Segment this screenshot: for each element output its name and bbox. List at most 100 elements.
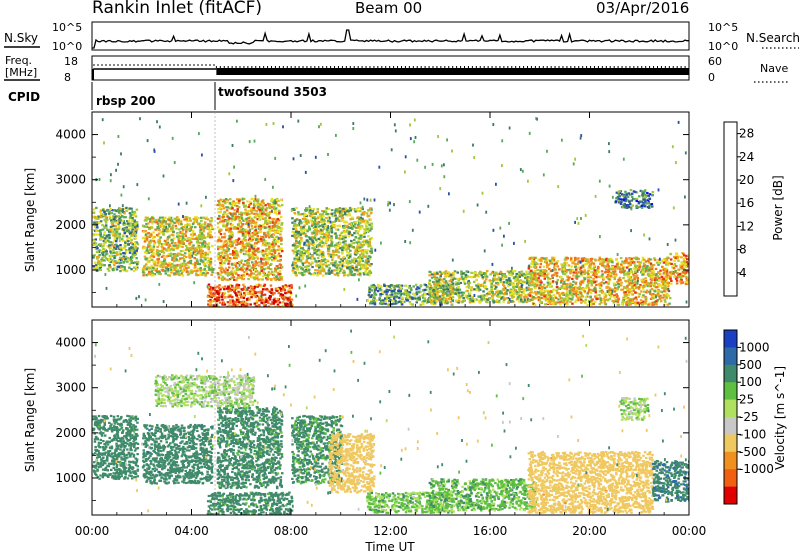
power-echo-cell xyxy=(121,227,125,230)
power-echo-cell xyxy=(165,230,168,233)
power-echo-cell xyxy=(191,237,194,240)
power-echo-cell xyxy=(148,218,152,221)
power-echo-cell xyxy=(215,290,219,293)
power-echo-cell xyxy=(245,222,248,226)
power-echo-cell xyxy=(343,211,347,214)
power-echo-cell xyxy=(116,235,119,238)
power-echo-cell xyxy=(445,287,448,290)
power-echo-cell xyxy=(162,263,165,266)
power-echo-cell xyxy=(130,241,133,244)
power-echo-cell xyxy=(306,239,310,242)
power-echo-cell xyxy=(131,261,135,265)
power-echo-cell xyxy=(223,271,227,274)
power-echo-cell xyxy=(433,292,436,295)
power-echo-cell xyxy=(325,207,328,210)
power-echo-cell xyxy=(343,221,346,224)
power-echo-cell xyxy=(147,227,151,231)
power-echo-cell xyxy=(393,297,396,300)
power-echo-cell xyxy=(341,249,344,252)
power-echo-cell xyxy=(120,248,123,252)
power-echo-cell xyxy=(237,237,241,241)
power-echo-cell xyxy=(367,235,370,238)
power-echo-cell xyxy=(436,296,439,299)
power-echo-cell xyxy=(335,234,338,237)
power-echo-cell xyxy=(187,266,190,269)
power-echo-cell xyxy=(280,204,284,207)
power-echo-cell xyxy=(276,271,280,274)
power-echo-cell xyxy=(242,294,245,297)
power-echo-cell xyxy=(399,294,403,297)
power-echo-cell xyxy=(251,238,255,241)
power-echo-cell xyxy=(214,293,217,296)
power-echo-cell xyxy=(194,216,197,219)
power-echo-cell xyxy=(254,239,258,242)
power-echo-cell xyxy=(485,278,488,281)
power-echo-cell xyxy=(152,266,155,269)
power-echo-cell xyxy=(207,227,210,230)
power-echo-cell xyxy=(449,278,453,282)
power-echo-cell xyxy=(293,242,296,245)
power-echo-cell xyxy=(530,291,533,294)
power-echo-cell xyxy=(233,209,236,212)
power-echo-cell xyxy=(398,300,401,303)
power-echo-cell xyxy=(490,271,494,275)
power-echo-cell xyxy=(485,275,489,278)
power-echo-cell xyxy=(233,241,236,244)
power-echo-cell xyxy=(500,273,504,276)
power-echo-cell xyxy=(412,285,415,288)
power-echo-cell xyxy=(120,215,124,218)
power-echo-cell xyxy=(409,302,412,305)
power-echo-cell xyxy=(451,296,455,299)
power-echo-cell xyxy=(154,269,158,272)
power-echo-cell xyxy=(161,228,165,231)
power-echo-cell xyxy=(217,199,220,202)
power-echo-cell xyxy=(92,215,95,219)
power-echo-cell xyxy=(322,233,326,236)
power-echo-cell xyxy=(151,219,154,222)
power-echo-cell xyxy=(210,305,213,307)
power-echo-cell xyxy=(322,244,325,247)
power-echo-cell xyxy=(268,256,271,260)
power-echo-cell xyxy=(474,271,477,275)
power-echo-cell xyxy=(330,209,334,212)
power-echo-cell xyxy=(119,270,122,273)
power-echo-cell xyxy=(426,299,430,302)
power-echo-cell xyxy=(99,264,102,267)
power-echo-cell xyxy=(338,224,342,227)
power-echo-cell xyxy=(121,208,125,211)
power-echo-cell xyxy=(226,271,229,274)
power-echo-cell xyxy=(158,238,161,241)
power-echo-cell xyxy=(506,289,509,292)
power-echo-cell xyxy=(442,300,445,303)
power-echo-cell xyxy=(428,293,431,297)
power-echo-cell xyxy=(336,211,340,214)
power-echo-cell xyxy=(322,268,326,271)
power-echo-cell xyxy=(218,220,222,224)
power-echo-cell xyxy=(512,277,516,280)
power-echo-cell xyxy=(369,218,372,221)
power-echo-cell xyxy=(358,228,362,231)
power-echo-cell xyxy=(357,242,361,245)
power-echo-cell xyxy=(269,303,273,306)
power-echo-cell xyxy=(397,289,400,293)
power-echo-cell xyxy=(102,247,105,250)
power-echo-cell xyxy=(312,212,316,216)
power-echo-cell xyxy=(308,256,312,259)
power-echo-cell xyxy=(348,232,352,235)
power-echo-cell xyxy=(253,212,256,215)
power-echo-cell xyxy=(188,217,191,220)
power-echo-cell xyxy=(181,269,184,273)
power-echo-cell xyxy=(245,217,248,220)
power-echo-cell xyxy=(127,220,131,223)
power-echo-cell xyxy=(128,263,132,266)
power-echo-cell xyxy=(296,244,299,248)
power-echo-cell xyxy=(271,217,274,221)
power-echo-cell xyxy=(305,222,309,225)
power-echo-cell xyxy=(505,281,509,284)
power-echo-cell xyxy=(113,239,116,242)
power-echo-cell xyxy=(511,289,515,292)
power-echo-cell xyxy=(322,259,325,262)
power-echo-cell xyxy=(93,221,96,224)
power-echo-cell xyxy=(253,287,256,290)
power-echo-cell xyxy=(279,233,282,236)
